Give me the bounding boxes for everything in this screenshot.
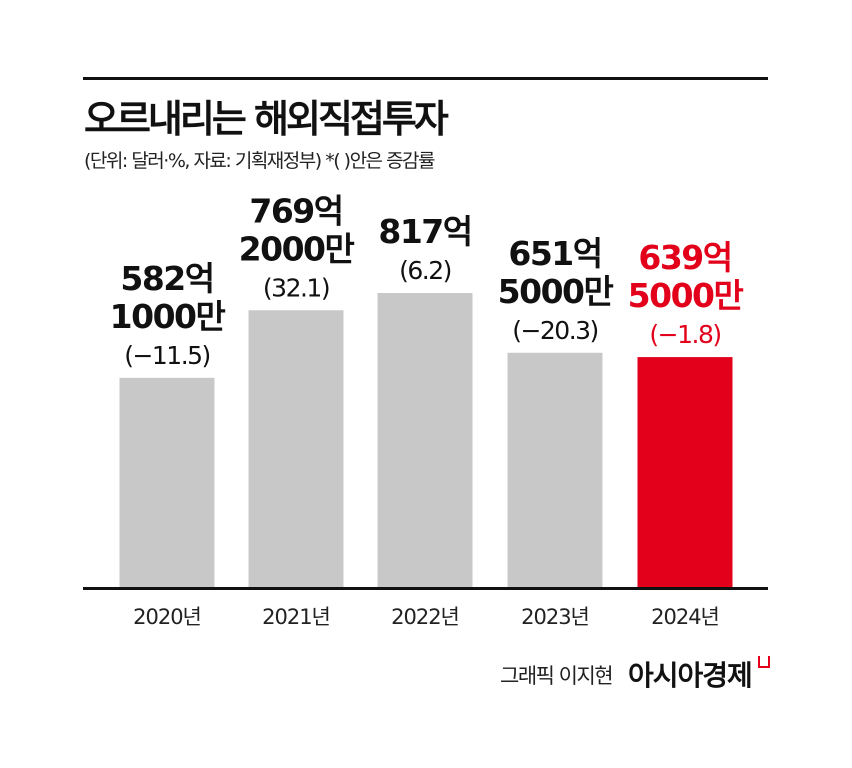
value-label: 651억: [508, 234, 601, 273]
x-tick-label: 2023년: [521, 605, 589, 629]
value-label: 5000만: [498, 272, 614, 311]
growth-rate-label: (−1.8): [649, 320, 720, 349]
bar-2022년: [377, 293, 473, 588]
chart-title: 오르내리는 해외직접투자: [84, 97, 449, 141]
x-tick-label: 2021년: [262, 605, 330, 629]
value-label: 5000만: [628, 276, 744, 315]
growth-rate-label: (6.2): [399, 256, 451, 285]
x-tick-label: 2022년: [391, 605, 459, 629]
value-label: 2000만: [239, 229, 355, 268]
value-label: 639억: [638, 238, 731, 277]
x-tick-label: 2020년: [133, 605, 201, 629]
x-tick-label: 2024년: [651, 605, 719, 629]
value-label: 769억: [249, 191, 342, 230]
chart-subtitle: (단위: 달러·%, 자료: 기획재정부) *( )안은 증감률: [84, 150, 436, 172]
value-label: 817억: [378, 212, 471, 251]
growth-rate-label: (−11.5): [124, 341, 210, 370]
value-label: 582억: [120, 259, 213, 298]
brand-mark-icon: [758, 656, 770, 668]
bar-2021년: [248, 310, 344, 588]
growth-rate-label: (32.1): [263, 273, 329, 302]
bar-2023년: [507, 352, 603, 588]
growth-rate-label: (−20.3): [512, 316, 598, 345]
brand-logo: 아시아경제: [628, 659, 753, 692]
value-label: 1000만: [110, 297, 226, 336]
top-rule: [83, 77, 768, 80]
bar-2024년: [637, 357, 733, 588]
baseline: [83, 587, 768, 590]
graphic-credit: 그래픽 이지현: [500, 664, 614, 688]
bar-2020년: [119, 377, 215, 588]
